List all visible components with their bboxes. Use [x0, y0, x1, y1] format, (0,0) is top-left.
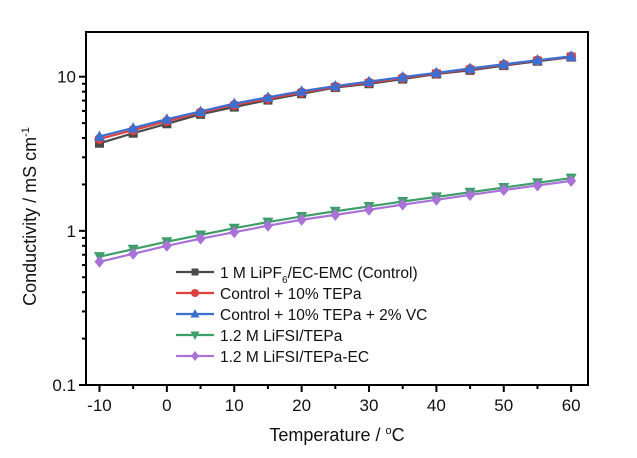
data-point-diamond: [364, 203, 375, 216]
legend-item: 1.2 M LiFSI/TEPa: [176, 328, 343, 345]
legend-label: Control + 10% TEPa + 2% VC: [220, 307, 427, 324]
x-tick-label: 50: [494, 396, 513, 415]
x-axis-label-main: Temperature /: [269, 425, 385, 445]
y-tick-label: 0.1: [52, 376, 76, 395]
data-point-diamond: [566, 174, 577, 187]
data-point-diamond: [397, 198, 408, 211]
x-tick-label: 60: [562, 396, 581, 415]
axis-ticks: [79, 75, 573, 392]
y-axis-label-main: Conductivity / mS cm: [20, 137, 40, 306]
data-point-diamond: [330, 208, 341, 221]
data-point-triangle-up: [195, 105, 207, 116]
data-point-diamond: [532, 179, 543, 192]
legend-item: 1 M LiPF6/EC-EMC (Control): [176, 265, 418, 286]
data-point-triangle-up: [430, 66, 442, 78]
x-axis-label: Temperature / oC: [269, 425, 404, 445]
series-5: [94, 174, 577, 268]
data-point-triangle-up: [127, 121, 139, 133]
series-line: [99, 179, 572, 263]
legend-marker-triangle-down: [190, 331, 200, 340]
data-point-diamond: [161, 239, 172, 252]
data-point-triangle-up: [363, 75, 375, 87]
legend-label-tail: /EC-EMC (Control): [288, 265, 418, 282]
x-tick-label: 10: [225, 396, 244, 415]
legend-marker-circle: [191, 289, 199, 297]
legend-item: 1.2 M LiFSI/TEPa-EC: [176, 349, 369, 366]
legend-item: Control + 10% TEPa + 2% VC: [176, 307, 427, 324]
data-point-diamond: [195, 232, 206, 245]
data-point-triangle-up: [228, 97, 240, 109]
legend-label: Control + 10% TEPa: [220, 286, 362, 303]
legend-label-main: 1 M LiPF: [220, 265, 282, 282]
data-point-triangle-up: [531, 54, 543, 65]
data-point-diamond: [465, 188, 476, 201]
data-point-triangle-up: [565, 50, 577, 61]
series-3: [93, 50, 577, 141]
data-point-diamond: [94, 255, 105, 268]
x-axis-label-sup: o: [385, 425, 391, 437]
x-tick-label: 0: [162, 396, 171, 415]
data-point-diamond: [431, 193, 442, 206]
data-point-triangle-up: [464, 62, 476, 74]
y-axis-label-sup: -1: [20, 127, 32, 137]
legend-label: 1.2 M LiFSI/TEPa-EC: [220, 349, 369, 366]
data-point-diamond: [296, 213, 307, 226]
tick-labels: -10 0 10 20 30 40 50 60 0.1 1 10: [52, 68, 580, 415]
plot-frame: [85, 31, 589, 386]
y-axis-label: Conductivity / mS cm-1: [20, 127, 40, 306]
x-tick-label: 30: [360, 396, 379, 415]
legend-label: 1.2 M LiFSI/TEPa: [220, 328, 343, 345]
plot-marks: [93, 50, 577, 268]
data-point-diamond: [128, 247, 139, 260]
data-point-triangle-up: [262, 91, 274, 102]
data-point-diamond: [229, 226, 240, 239]
data-point-triangle-up: [93, 130, 105, 141]
data-point-triangle-up: [296, 85, 308, 96]
y-tick-label: 10: [57, 68, 76, 87]
x-axis-label-tail: C: [392, 425, 405, 445]
data-point-triangle-up: [329, 80, 341, 91]
legend-marker-square: [191, 268, 199, 276]
legend-label: 1 M LiPF6/EC-EMC (Control): [220, 265, 418, 286]
legend-item: Control + 10% TEPa: [176, 286, 362, 303]
data-point-diamond: [262, 219, 273, 232]
y-tick-label: 1: [67, 222, 76, 241]
data-point-triangle-up: [498, 58, 510, 69]
data-point-triangle-up: [397, 71, 409, 82]
x-tick-label: 40: [427, 396, 446, 415]
data-point-triangle-up: [161, 113, 173, 124]
legend-marker-diamond: [191, 351, 199, 361]
data-point-diamond: [498, 184, 509, 197]
x-tick-label: -10: [87, 396, 112, 415]
legend-marker-triangle-up: [190, 309, 200, 318]
x-tick-label: 20: [292, 396, 311, 415]
legend-label-sub: 6: [282, 275, 288, 286]
legend: 1 M LiPF6/EC-EMC (Control)Control + 10% …: [176, 265, 427, 366]
